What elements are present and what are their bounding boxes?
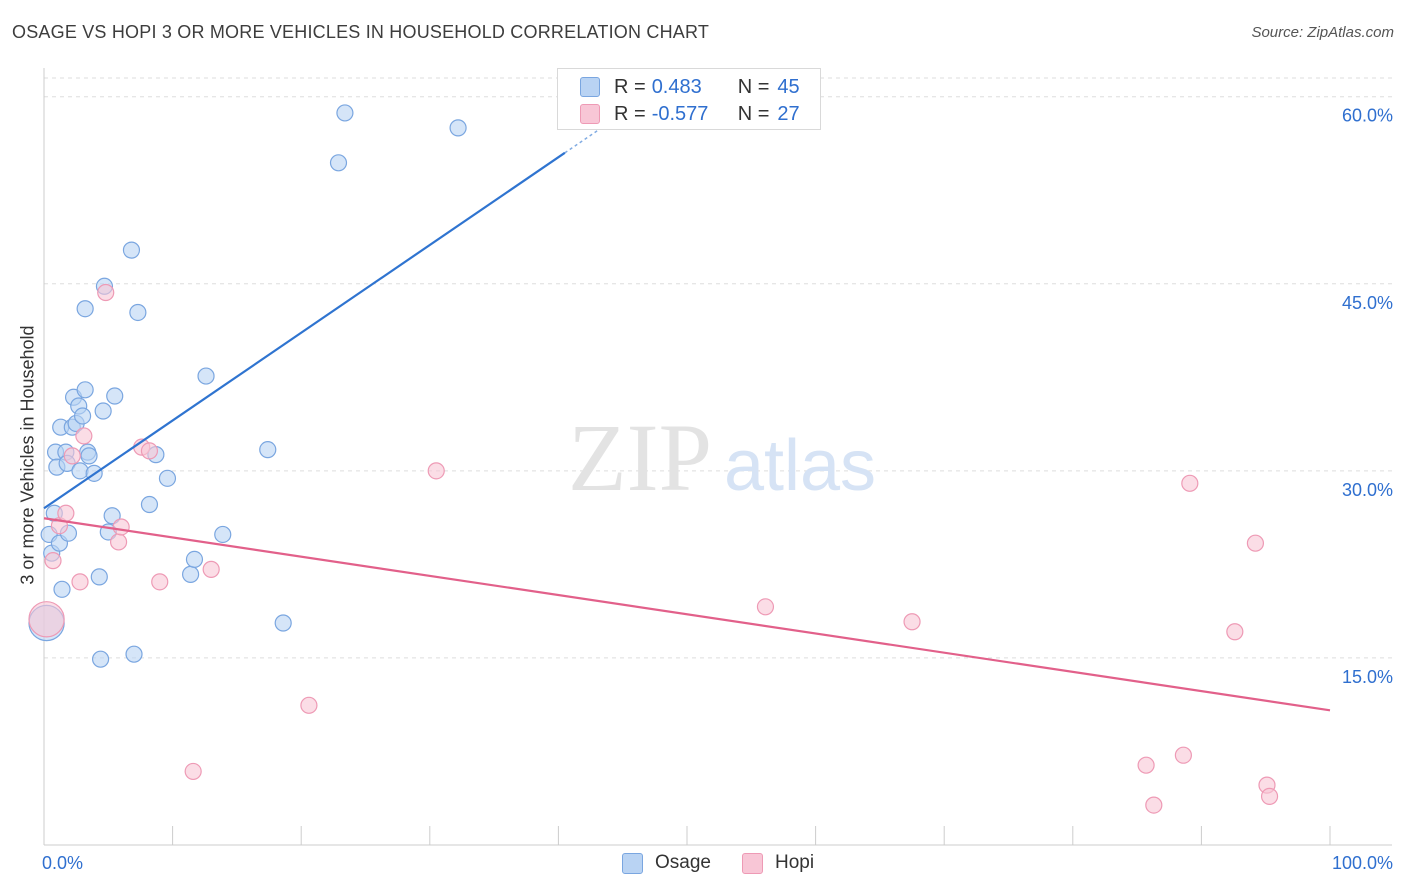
- data-points: [28, 104, 1279, 814]
- y-tick-label-60: 60.0%: [1342, 106, 1393, 126]
- hopi-point-17: [756, 598, 775, 616]
- x-tick-label-0: 0.0%: [42, 853, 83, 873]
- r-value-hopi: -0.577: [651, 102, 709, 125]
- x-tick-label-100: 100.0%: [1332, 853, 1393, 873]
- r-label-hopi: R =: [614, 102, 646, 125]
- osage-point-18: [76, 381, 94, 399]
- osage-point-41: [274, 614, 292, 632]
- hopi-point-16: [427, 462, 445, 480]
- hopi-point-8: [109, 533, 128, 551]
- osage-point-37: [185, 550, 204, 569]
- y-tick-label-45: 45.0%: [1342, 293, 1393, 313]
- hopi-point-4: [63, 447, 81, 465]
- osage-point-42: [329, 154, 348, 172]
- hopi-legend-label: Hopi: [775, 852, 815, 873]
- osage-point-36: [182, 565, 200, 583]
- osage-trend-extension: [564, 126, 604, 154]
- osage-point-40: [259, 441, 277, 459]
- osage-legend-label: Osage: [655, 852, 711, 873]
- hopi-swatch: [580, 104, 600, 124]
- gridlines: [44, 77, 1392, 659]
- osage-point-23: [90, 568, 108, 586]
- osage-point-24: [91, 650, 110, 668]
- hopi-point-5: [71, 573, 89, 591]
- hopi-point-7: [97, 283, 115, 302]
- osage-point-25: [94, 402, 112, 420]
- osage-point-16: [71, 462, 89, 480]
- n-label-osage: N =: [737, 75, 770, 98]
- osage-point-32: [129, 303, 147, 322]
- y-tick-label-15: 15.0%: [1342, 667, 1393, 687]
- osage-point-17: [73, 407, 92, 425]
- osage-point-19: [76, 300, 94, 318]
- osage-point-39: [214, 525, 232, 544]
- axes: [43, 68, 1392, 846]
- hopi-point-9: [112, 518, 130, 536]
- tick-labels: 15.0% 30.0% 45.0% 60.0% 0.0% 100.0%: [42, 106, 1393, 873]
- chart-title: OSAGE VS HOPI 3 OR MORE VEHICLES IN HOUS…: [12, 22, 710, 42]
- trend-lines: [43, 126, 1331, 712]
- osage-point-44: [449, 119, 467, 137]
- watermark-atlas: atlas: [724, 426, 876, 506]
- osage-point-30: [122, 241, 141, 259]
- hopi-point-20: [1145, 796, 1163, 814]
- n-value-osage: 45: [777, 75, 800, 98]
- n-label-hopi: N =: [737, 102, 770, 125]
- series-legend: Osage Hopi: [0, 852, 1406, 878]
- hopi-point-1: [44, 552, 62, 570]
- osage-point-38: [197, 367, 215, 385]
- osage-swatch: [580, 77, 600, 97]
- y-axis-title: 3 or more Vehicles in Household: [17, 325, 38, 585]
- hopi-point-6: [75, 427, 93, 445]
- stats-legend: R = 0.483 N = 45 R = -0.577 N = 27: [557, 68, 821, 130]
- hopi-point-26: [1260, 787, 1279, 805]
- hopi-point-0: [28, 601, 65, 638]
- hopi-legend-swatch: [742, 852, 763, 874]
- osage-point-29: [106, 387, 124, 405]
- legend-item-hopi[interactable]: Hopi: [742, 852, 814, 874]
- osage-point-35: [158, 469, 177, 487]
- hopi-point-18: [903, 613, 921, 631]
- hopi-point-12: [151, 573, 169, 591]
- hopi-point-21: [1174, 746, 1192, 764]
- osage-point-43: [336, 104, 354, 122]
- legend-row-osage: R = 0.483 N = 45: [580, 74, 800, 100]
- hopi-point-15: [300, 696, 318, 714]
- legend-row-hopi: R = -0.577 N = 27: [580, 101, 800, 127]
- watermark: ZIP atlas: [568, 404, 876, 511]
- osage-trend-line: [43, 151, 566, 510]
- legend-item-osage[interactable]: Osage: [622, 852, 711, 874]
- hopi-point-11: [140, 442, 159, 460]
- watermark-zip: ZIP: [568, 404, 712, 511]
- source-credit: Source: ZipAtlas.com: [1251, 24, 1394, 41]
- hopi-point-19: [1137, 756, 1155, 774]
- osage-legend-swatch: [622, 852, 643, 874]
- hopi-point-22: [1181, 474, 1199, 492]
- r-label-osage: R =: [614, 75, 646, 98]
- hopi-point-23: [1226, 623, 1244, 641]
- n-value-hopi: 27: [777, 102, 800, 125]
- hopi-point-24: [1246, 534, 1265, 552]
- osage-point-31: [125, 645, 143, 663]
- r-value-osage: 0.483: [651, 75, 702, 98]
- osage-point-33: [140, 495, 159, 514]
- hopi-trend-line: [43, 517, 1331, 712]
- osage-point-28: [103, 507, 121, 525]
- osage-point-21: [80, 447, 98, 465]
- osage-point-8: [53, 580, 71, 598]
- hopi-point-3: [57, 504, 75, 522]
- hopi-point-14: [202, 560, 220, 578]
- y-tick-label-30: 30.0%: [1342, 480, 1393, 500]
- hopi-point-13: [184, 762, 202, 781]
